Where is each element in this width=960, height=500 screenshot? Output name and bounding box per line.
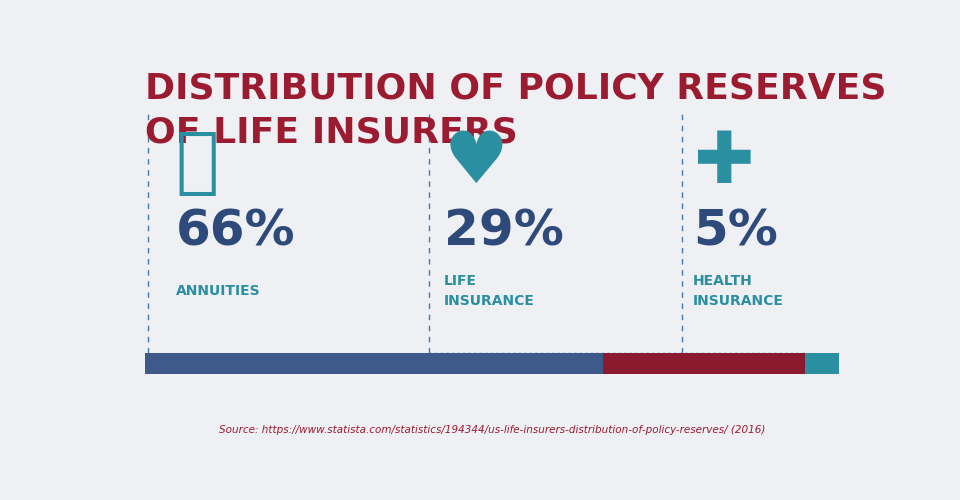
Text: 29%: 29% xyxy=(444,208,564,256)
Text: HEALTH
INSURANCE: HEALTH INSURANCE xyxy=(693,274,783,308)
Text: ANNUITIES: ANNUITIES xyxy=(176,284,260,298)
Text: OF LIFE INSURERS: OF LIFE INSURERS xyxy=(145,116,517,150)
Bar xyxy=(804,352,839,374)
Bar xyxy=(603,352,804,374)
Text: 5%: 5% xyxy=(693,208,778,256)
Text: Source: https://www.statista.com/statistics/194344/us-life-insurers-distribution: Source: https://www.statista.com/statist… xyxy=(219,426,765,436)
Text: ⏳: ⏳ xyxy=(176,130,219,198)
Text: ✚: ✚ xyxy=(693,130,754,198)
Text: LIFE
INSURANCE: LIFE INSURANCE xyxy=(444,274,535,308)
Text: 66%: 66% xyxy=(176,208,296,256)
Bar xyxy=(145,352,603,374)
Text: DISTRIBUTION OF POLICY RESERVES: DISTRIBUTION OF POLICY RESERVES xyxy=(145,72,886,106)
Text: ♥: ♥ xyxy=(444,130,509,198)
